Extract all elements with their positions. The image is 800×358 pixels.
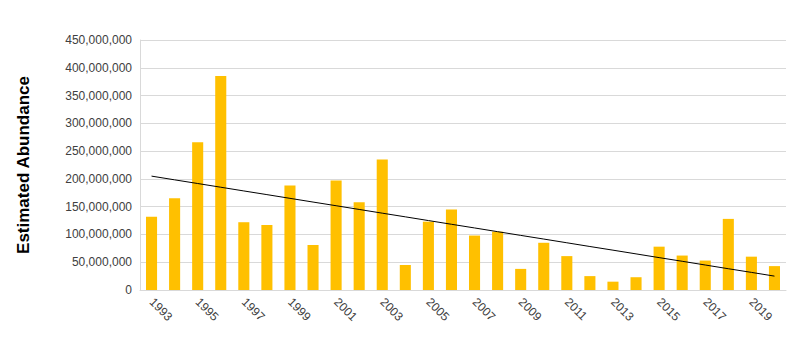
svg-text:200,000,000: 200,000,000 [65,172,132,186]
svg-text:2001: 2001 [331,295,360,324]
svg-text:2019: 2019 [746,295,775,324]
svg-text:2017: 2017 [700,295,729,324]
svg-text:1999: 1999 [285,295,314,324]
svg-text:2013: 2013 [608,295,637,324]
svg-text:Estimated Abundance: Estimated Abundance [14,76,33,254]
svg-text:2011: 2011 [562,295,590,323]
svg-text:2005: 2005 [423,295,452,324]
svg-text:2015: 2015 [654,295,683,324]
svg-text:1997: 1997 [239,295,268,324]
svg-text:400,000,000: 400,000,000 [65,61,132,75]
svg-text:2003: 2003 [377,295,406,324]
svg-text:250,000,000: 250,000,000 [65,144,132,158]
svg-text:1993: 1993 [147,295,176,324]
svg-text:2007: 2007 [470,295,499,324]
svg-text:150,000,000: 150,000,000 [65,200,132,214]
svg-text:0: 0 [125,283,132,297]
svg-text:450,000,000: 450,000,000 [65,33,132,47]
svg-text:1995: 1995 [193,295,222,324]
svg-text:50,000,000: 50,000,000 [72,255,132,269]
svg-text:2009: 2009 [516,295,545,324]
svg-text:350,000,000: 350,000,000 [65,89,132,103]
svg-text:100,000,000: 100,000,000 [65,227,132,241]
svg-text:300,000,000: 300,000,000 [65,116,132,130]
